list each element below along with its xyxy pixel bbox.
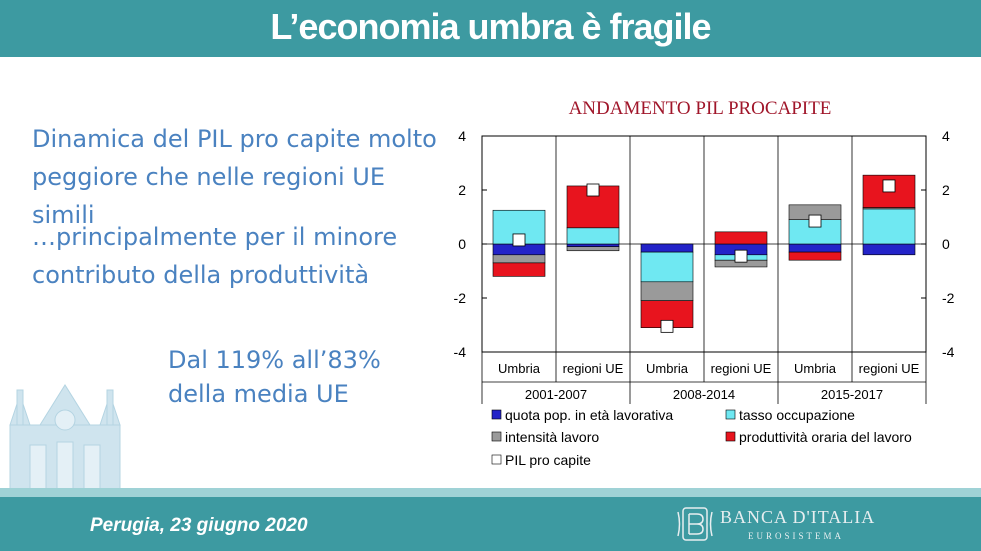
chart-title: ANDAMENTO PIL PROCAPITE [569,98,832,119]
bar-segment-3 [640,281,694,302]
y-tick-label-left: 2 [458,182,466,198]
legend-label: tasso occupazione [739,407,855,423]
bar-segment-3 [492,254,546,264]
legend-swatch [491,454,502,465]
y-tick-label-right: 0 [942,236,950,252]
group-label: 2008-2014 [673,387,735,402]
bar-segment-1 [640,243,694,253]
bar-segment-4 [788,251,842,261]
bar-segment-3 [566,246,620,252]
bullet-text-3-line2: della media UE [168,380,349,408]
category-label: Umbria [646,361,689,376]
bar-segment-4 [492,262,546,277]
bar-segment-2 [566,227,620,245]
footer-strip [0,488,981,497]
banca-italia-logo-icon [677,507,713,541]
y-tick-label-left: 4 [458,128,466,144]
total-marker [882,179,896,193]
group-label: 2015-2017 [821,387,883,402]
legend-label: PIL pro capite [505,452,591,468]
legend-swatch [491,409,502,420]
bar-segment-1 [566,243,620,247]
category-label: regioni UE [859,361,920,376]
bullet-text-3: Dal 119% all’83% della media UE [168,343,408,411]
legend-label: quota pop. in età lavorativa [505,407,673,423]
bar-segment-2 [862,208,916,245]
bar-segment-2 [640,251,694,283]
category-label: regioni UE [711,361,772,376]
bank-subtitle: EUROSISTEMA [748,531,845,541]
bullet-text-3-line1: Dal 119% all’83% [168,346,381,374]
total-marker [734,249,748,263]
total-marker [660,319,674,333]
footer-text: Perugia, 23 giugno 2020 [90,515,308,536]
group-label: 2001-2007 [525,387,587,402]
y-tick-label-left: -4 [454,344,467,360]
bullet-text-2: …principalmente per il minore contributo… [32,223,398,289]
y-tick-label-right: 4 [942,128,950,144]
bullet-text-1: Dinamica del PIL pro capite molto peggio… [32,125,437,229]
legend-label: produttività oraria del lavoro [739,429,912,445]
category-label: Umbria [794,361,837,376]
y-tick-label-right: -2 [942,290,955,306]
footer-bar [0,497,981,551]
legend-swatch [491,431,502,442]
legend-swatch [725,431,736,442]
legend-label: intensità lavoro [505,429,599,445]
y-tick-label-right: 2 [942,182,950,198]
cathedral-watermark-icon [9,384,121,490]
gdp-per-capita-chart: ANDAMENTO PIL PROCAPITE 4 4 2 2 0 0 -2 -2 -4 -4 20… [454,98,955,468]
y-tick-label-left: 0 [458,236,466,252]
bar-segment-1 [788,243,842,253]
y-tick-label-right: -4 [942,344,955,360]
total-marker [512,233,526,247]
bar-segment-1 [862,243,916,256]
bar-segment-4 [714,231,768,245]
header-bar [0,0,981,57]
total-marker [808,214,822,228]
category-label: regioni UE [563,361,624,376]
total-marker [586,183,600,197]
bank-name: BANCA D'ITALIA [720,507,876,527]
y-tick-label-left: -2 [454,290,467,306]
category-label: Umbria [498,361,541,376]
legend-swatch [725,409,736,420]
slide-title: L’economia umbra è fragile [270,6,711,47]
